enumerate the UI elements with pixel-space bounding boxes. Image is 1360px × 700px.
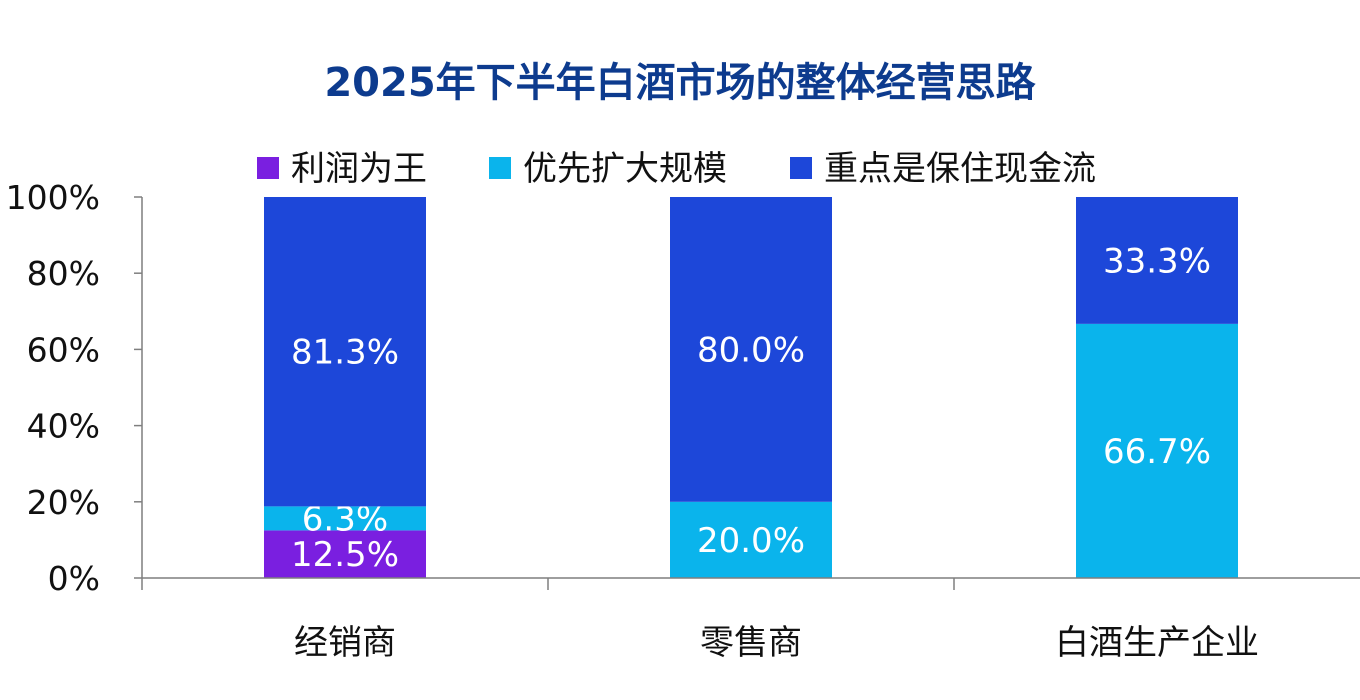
- legend-swatch: [257, 157, 279, 179]
- y-tick-label: 60%: [27, 330, 100, 369]
- legend: 利润为王 优先扩大规模 重点是保住现金流: [257, 149, 1096, 189]
- y-axis: 0% 20% 40% 60% 80% 100%: [6, 178, 143, 598]
- x-category-label: 经销商: [294, 623, 396, 663]
- y-tick-label: 20%: [27, 483, 100, 522]
- x-axis: 经销商 零售商 白酒生产企业: [141, 577, 1360, 663]
- data-label: 33.3%: [1103, 241, 1211, 281]
- bar-segment: [1076, 323, 1238, 578]
- legend-label: 利润为王: [291, 149, 427, 189]
- bar-segment: [1076, 197, 1238, 324]
- x-category-label: 零售商: [700, 623, 802, 663]
- bar-segment: [264, 530, 426, 578]
- data-label: 81.3%: [291, 333, 399, 373]
- y-tick-label: 40%: [27, 407, 100, 446]
- legend-swatch: [790, 157, 812, 179]
- data-label: 80.0%: [697, 330, 805, 370]
- chart-title: 2025年下半年白酒市场的整体经营思路: [324, 60, 1036, 106]
- bar-segment: [670, 501, 832, 578]
- data-label: 12.5%: [291, 535, 399, 575]
- x-category-label: 白酒生产企业: [1055, 623, 1259, 663]
- y-tick-label: 100%: [6, 178, 100, 217]
- legend-swatch: [489, 157, 511, 179]
- y-tick-label: 0%: [48, 559, 100, 598]
- bar-segment: [264, 506, 426, 531]
- data-label: 20.0%: [697, 521, 805, 561]
- y-tick-label: 80%: [27, 254, 100, 293]
- bar-segment: [264, 197, 426, 507]
- bar-segment: [670, 197, 832, 502]
- bars: 12.5%6.3%81.3%20.0%80.0%66.7%33.3%: [264, 197, 1238, 578]
- legend-label: 重点是保住现金流: [824, 149, 1096, 189]
- data-label: 66.7%: [1103, 432, 1211, 472]
- legend-label: 优先扩大规模: [523, 149, 727, 189]
